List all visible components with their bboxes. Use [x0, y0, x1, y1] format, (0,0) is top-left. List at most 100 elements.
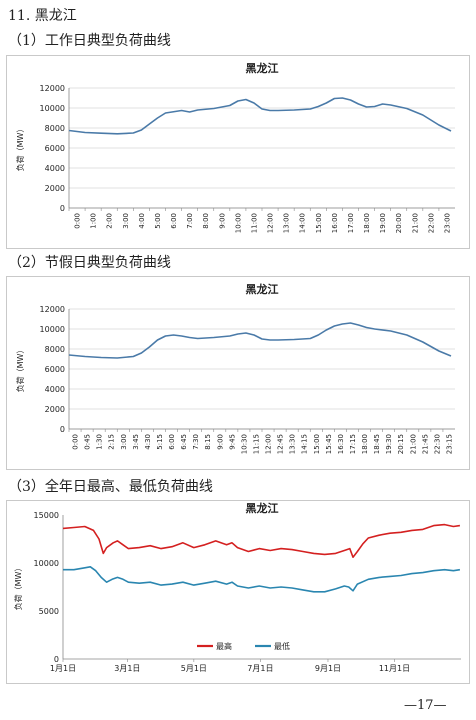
x-tick-label: 11:00 [250, 213, 258, 233]
x-tick-label: 15:00 [313, 434, 321, 454]
y-tick-label: 0 [60, 204, 65, 213]
x-tick-label: 4:30 [144, 434, 152, 450]
chart-holiday: 黑龙江负荷（MW） 0 2000 4000 6000 8000 10000 12000 0:00… [6, 276, 470, 470]
x-tick-label: 17:15 [349, 434, 357, 454]
legend-label: 最低 [274, 641, 290, 651]
x-tick-label: 6:00 [168, 434, 176, 450]
x-tick-label: 21:45 [421, 434, 429, 454]
x-tick-label: 9月1日 [315, 664, 341, 673]
x-tick-label: 5:00 [154, 213, 162, 229]
y-tick-label: 6000 [45, 365, 65, 374]
y-tick-label: 0 [60, 425, 65, 434]
x-tick-label: 2:15 [108, 434, 116, 450]
x-tick-label: 4:00 [138, 213, 146, 229]
legend-label: 最高 [216, 641, 232, 651]
y-tick-label: 4000 [45, 385, 65, 394]
series-line-high [62, 523, 461, 558]
x-tick-label: 11:15 [252, 434, 260, 454]
x-tick-label: 16:30 [337, 434, 345, 454]
x-tick-label: 13:00 [283, 213, 291, 233]
y-tick-label: 6000 [45, 144, 65, 153]
x-tick-label: 18:45 [373, 434, 381, 454]
x-tick-label: 2:00 [106, 213, 114, 229]
x-tick-label: 14:15 [301, 434, 309, 454]
x-tick-label: 0:00 [74, 213, 82, 229]
y-tick-label: 8000 [45, 345, 65, 354]
x-tick-label: 21:00 [409, 434, 417, 454]
x-tick-label: 8:15 [204, 434, 212, 450]
x-tick-label: 15:45 [325, 434, 333, 454]
chart-title: 黑龙江 [246, 282, 279, 296]
y-tick-label: 2000 [45, 184, 65, 193]
y-axis-label: 负荷（MW） [15, 125, 25, 172]
y-tick-label: 8000 [45, 124, 65, 133]
y-tick-label: 10000 [34, 559, 59, 568]
x-tick-label: 11月1日 [379, 664, 410, 673]
x-tick-label: 0:00 [72, 434, 80, 450]
y-tick-label: 10000 [40, 104, 65, 113]
heading-workday: （1）工作日典型负荷曲线 [8, 33, 171, 49]
x-tick-label: 7:30 [192, 434, 200, 450]
x-tick-label: 3月1日 [114, 664, 140, 673]
x-tick-label: 9:00 [216, 434, 224, 450]
x-tick-label: 13:30 [289, 434, 297, 454]
series-line [68, 322, 452, 359]
x-tick-label: 0:45 [84, 434, 92, 450]
x-tick-label: 1月1日 [50, 664, 76, 673]
heading-holiday: （2）节假日典型负荷曲线 [8, 255, 171, 271]
x-tick-label: 7月1日 [247, 664, 273, 673]
x-tick-label: 19:30 [385, 434, 393, 454]
x-tick-label: 8:00 [202, 213, 210, 229]
y-axis-label: 负荷（MW） [15, 346, 25, 393]
x-tick-label: 23:15 [445, 434, 453, 454]
x-tick-label: 14:00 [299, 213, 307, 233]
series-line-low [63, 566, 461, 593]
x-tick-label: 12:00 [267, 213, 275, 233]
y-tick-label: 2000 [45, 405, 65, 414]
x-tick-label: 3:00 [120, 434, 128, 450]
y-axis-label: 负荷（MW） [13, 564, 23, 611]
chart-title: 黑龙江 [246, 501, 279, 515]
chart-workday: 黑龙江负荷（MW） 0 2000 4000 6000 8000 10000 12000 0:00… [6, 55, 470, 249]
x-tick-label: 3:45 [132, 434, 140, 450]
x-tick-label: 20:00 [395, 213, 403, 233]
x-tick-label: 12:00 [265, 434, 273, 454]
x-tick-label: 7:00 [186, 213, 194, 229]
page-number: —17— [404, 698, 447, 713]
x-tick-label: 1:30 [96, 434, 104, 450]
x-tick-label: 15:00 [315, 213, 323, 233]
x-tick-label: 12:45 [277, 434, 285, 454]
y-tick-label: 15000 [34, 511, 59, 520]
section-title: 11. 黑龙江 [8, 8, 77, 24]
chart-annual: 黑龙江 负荷（MW） 0 5000 10000 15000 1月1日 3月1日 5月1日 7月1日… [6, 500, 470, 684]
x-tick-label: 22:00 [427, 213, 435, 233]
x-tick-label: 18:00 [361, 434, 369, 454]
x-tick-label: 10:00 [234, 213, 242, 233]
series-line [68, 97, 452, 135]
x-tick-label: 3:00 [122, 213, 130, 229]
x-tick-label: 22:30 [433, 434, 441, 454]
x-tick-label: 20:15 [397, 434, 405, 454]
y-tick-label: 4000 [45, 164, 65, 173]
y-tick-label: 12000 [40, 84, 65, 93]
y-tick-label: 0 [54, 655, 59, 664]
x-tick-label: 17:00 [347, 213, 355, 233]
x-tick-label: 10:30 [240, 434, 248, 454]
x-tick-label: 5月1日 [181, 664, 207, 673]
x-tick-label: 1:00 [90, 213, 98, 229]
y-tick-label: 12000 [40, 305, 65, 314]
x-tick-label: 23:00 [443, 213, 451, 233]
x-tick-label: 5:15 [156, 434, 164, 450]
x-tick-label: 16:00 [331, 213, 339, 233]
heading-annual: （3）全年日最高、最低负荷曲线 [8, 479, 213, 495]
y-tick-label: 10000 [40, 325, 65, 334]
x-tick-label: 18:00 [363, 213, 371, 233]
x-tick-label: 9:00 [218, 213, 226, 229]
x-tick-label: 21:00 [411, 213, 419, 233]
x-tick-label: 19:00 [379, 213, 387, 233]
chart-title: 黑龙江 [246, 61, 279, 75]
x-tick-label: 6:00 [170, 213, 178, 229]
